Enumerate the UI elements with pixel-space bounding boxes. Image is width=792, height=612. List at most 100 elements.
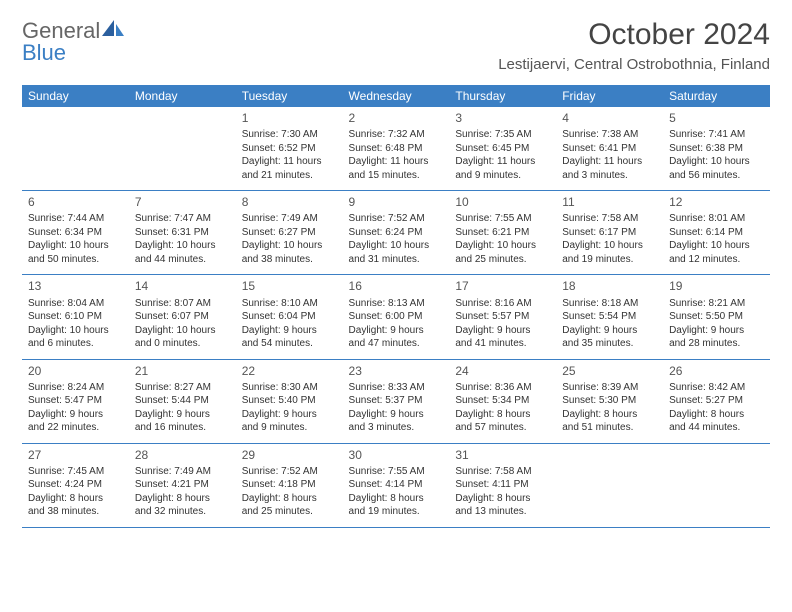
daylight1-text: Daylight: 8 hours: [242, 492, 337, 506]
daylight2-text: and 25 minutes.: [242, 505, 337, 519]
daylight1-text: Daylight: 10 hours: [562, 239, 657, 253]
sunset-text: Sunset: 5:54 PM: [562, 310, 657, 324]
daylight2-text: and 56 minutes.: [669, 169, 764, 183]
sunset-text: Sunset: 6:45 PM: [455, 142, 550, 156]
sunrise-text: Sunrise: 8:07 AM: [135, 297, 230, 311]
sunrise-text: Sunrise: 8:27 AM: [135, 381, 230, 395]
brand-part2: Blue: [22, 40, 66, 65]
daylight1-text: Daylight: 9 hours: [135, 408, 230, 422]
day-number: 18: [562, 278, 657, 294]
day-cell: 30Sunrise: 7:55 AMSunset: 4:14 PMDayligh…: [343, 443, 450, 527]
daylight2-text: and 25 minutes.: [455, 253, 550, 267]
day-header-row: Sunday Monday Tuesday Wednesday Thursday…: [22, 85, 770, 107]
sunrise-text: Sunrise: 7:41 AM: [669, 128, 764, 142]
sunrise-text: Sunrise: 7:44 AM: [28, 212, 123, 226]
sunrise-text: Sunrise: 7:35 AM: [455, 128, 550, 142]
calendar-table: Sunday Monday Tuesday Wednesday Thursday…: [22, 85, 770, 528]
daylight2-text: and 57 minutes.: [455, 421, 550, 435]
daylight2-text: and 44 minutes.: [669, 421, 764, 435]
sunset-text: Sunset: 6:14 PM: [669, 226, 764, 240]
col-saturday: Saturday: [663, 85, 770, 107]
daylight2-text: and 16 minutes.: [135, 421, 230, 435]
day-number: 7: [135, 194, 230, 210]
sunset-text: Sunset: 4:11 PM: [455, 478, 550, 492]
daylight1-text: Daylight: 9 hours: [349, 324, 444, 338]
header: General Blue October 2024 Lestijaervi, C…: [22, 18, 770, 73]
sunrise-text: Sunrise: 8:30 AM: [242, 381, 337, 395]
daylight2-text: and 41 minutes.: [455, 337, 550, 351]
day-cell: 10Sunrise: 7:55 AMSunset: 6:21 PMDayligh…: [449, 191, 556, 275]
sunset-text: Sunset: 4:18 PM: [242, 478, 337, 492]
day-number: 29: [242, 447, 337, 463]
day-cell: 17Sunrise: 8:16 AMSunset: 5:57 PMDayligh…: [449, 275, 556, 359]
day-cell: 14Sunrise: 8:07 AMSunset: 6:07 PMDayligh…: [129, 275, 236, 359]
day-cell: 12Sunrise: 8:01 AMSunset: 6:14 PMDayligh…: [663, 191, 770, 275]
sunset-text: Sunset: 4:24 PM: [28, 478, 123, 492]
day-number: 24: [455, 363, 550, 379]
location-text: Lestijaervi, Central Ostrobothnia, Finla…: [498, 56, 770, 73]
daylight1-text: Daylight: 10 hours: [135, 239, 230, 253]
daylight1-text: Daylight: 11 hours: [562, 155, 657, 169]
col-thursday: Thursday: [449, 85, 556, 107]
daylight1-text: Daylight: 9 hours: [242, 324, 337, 338]
sunrise-text: Sunrise: 8:01 AM: [669, 212, 764, 226]
sunrise-text: Sunrise: 8:24 AM: [28, 381, 123, 395]
brand-logo: General Blue: [22, 18, 126, 64]
daylight2-text: and 28 minutes.: [669, 337, 764, 351]
daylight2-text: and 9 minutes.: [455, 169, 550, 183]
day-cell: 28Sunrise: 7:49 AMSunset: 4:21 PMDayligh…: [129, 443, 236, 527]
daylight1-text: Daylight: 11 hours: [349, 155, 444, 169]
day-number: 22: [242, 363, 337, 379]
day-number: 10: [455, 194, 550, 210]
day-number: 17: [455, 278, 550, 294]
day-number: 8: [242, 194, 337, 210]
day-cell: 25Sunrise: 8:39 AMSunset: 5:30 PMDayligh…: [556, 359, 663, 443]
day-number: 13: [28, 278, 123, 294]
day-number: 4: [562, 110, 657, 126]
day-cell: 2Sunrise: 7:32 AMSunset: 6:48 PMDaylight…: [343, 107, 450, 191]
week-row: 20Sunrise: 8:24 AMSunset: 5:47 PMDayligh…: [22, 359, 770, 443]
week-row: 6Sunrise: 7:44 AMSunset: 6:34 PMDaylight…: [22, 191, 770, 275]
day-cell: 5Sunrise: 7:41 AMSunset: 6:38 PMDaylight…: [663, 107, 770, 191]
daylight2-text: and 0 minutes.: [135, 337, 230, 351]
daylight1-text: Daylight: 8 hours: [28, 492, 123, 506]
day-cell: 13Sunrise: 8:04 AMSunset: 6:10 PMDayligh…: [22, 275, 129, 359]
sunset-text: Sunset: 5:40 PM: [242, 394, 337, 408]
sunrise-text: Sunrise: 7:55 AM: [349, 465, 444, 479]
day-cell: 7Sunrise: 7:47 AMSunset: 6:31 PMDaylight…: [129, 191, 236, 275]
day-cell: 31Sunrise: 7:58 AMSunset: 4:11 PMDayligh…: [449, 443, 556, 527]
sunset-text: Sunset: 6:07 PM: [135, 310, 230, 324]
sunset-text: Sunset: 6:48 PM: [349, 142, 444, 156]
sail-icon: [100, 18, 126, 38]
sunset-text: Sunset: 6:04 PM: [242, 310, 337, 324]
sunset-text: Sunset: 4:14 PM: [349, 478, 444, 492]
sunrise-text: Sunrise: 8:39 AM: [562, 381, 657, 395]
col-tuesday: Tuesday: [236, 85, 343, 107]
daylight2-text: and 3 minutes.: [562, 169, 657, 183]
daylight1-text: Daylight: 8 hours: [562, 408, 657, 422]
day-cell: 21Sunrise: 8:27 AMSunset: 5:44 PMDayligh…: [129, 359, 236, 443]
sunrise-text: Sunrise: 7:30 AM: [242, 128, 337, 142]
sunrise-text: Sunrise: 8:33 AM: [349, 381, 444, 395]
day-number: 12: [669, 194, 764, 210]
daylight2-text: and 35 minutes.: [562, 337, 657, 351]
daylight2-text: and 19 minutes.: [562, 253, 657, 267]
day-number: 11: [562, 194, 657, 210]
day-number: 2: [349, 110, 444, 126]
day-number: 19: [669, 278, 764, 294]
day-cell: 6Sunrise: 7:44 AMSunset: 6:34 PMDaylight…: [22, 191, 129, 275]
daylight2-text: and 54 minutes.: [242, 337, 337, 351]
day-cell: 27Sunrise: 7:45 AMSunset: 4:24 PMDayligh…: [22, 443, 129, 527]
day-cell: 26Sunrise: 8:42 AMSunset: 5:27 PMDayligh…: [663, 359, 770, 443]
sunset-text: Sunset: 5:47 PM: [28, 394, 123, 408]
sunrise-text: Sunrise: 8:16 AM: [455, 297, 550, 311]
day-cell: 8Sunrise: 7:49 AMSunset: 6:27 PMDaylight…: [236, 191, 343, 275]
sunrise-text: Sunrise: 7:49 AM: [135, 465, 230, 479]
daylight2-text: and 50 minutes.: [28, 253, 123, 267]
sunset-text: Sunset: 6:24 PM: [349, 226, 444, 240]
daylight1-text: Daylight: 10 hours: [455, 239, 550, 253]
daylight2-text: and 3 minutes.: [349, 421, 444, 435]
daylight1-text: Daylight: 9 hours: [455, 324, 550, 338]
sunset-text: Sunset: 5:30 PM: [562, 394, 657, 408]
daylight1-text: Daylight: 9 hours: [28, 408, 123, 422]
